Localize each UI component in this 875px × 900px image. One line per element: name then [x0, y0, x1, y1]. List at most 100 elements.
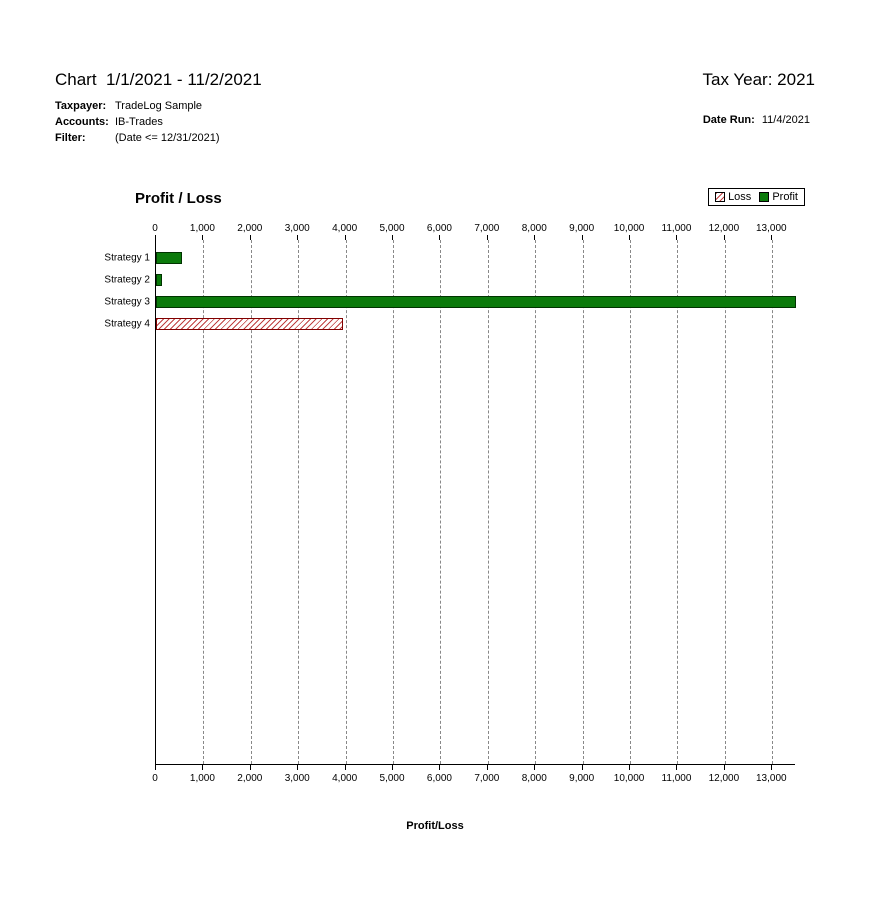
- tick-mark: [724, 235, 725, 240]
- header-left: Chart 1/1/2021 - 11/2/2021: [55, 70, 262, 90]
- meta-row-accounts: Accounts: IB-Trades: [55, 114, 220, 130]
- date-run-label: Date Run:: [703, 114, 755, 126]
- xtick-label-bottom: 1,000: [190, 773, 215, 784]
- tick-mark: [155, 235, 156, 240]
- gridline: [725, 240, 726, 764]
- meta-row-filter: Filter: (Date <= 12/31/2021): [55, 130, 220, 146]
- tick-mark: [202, 765, 203, 770]
- legend-label-profit: Profit: [772, 191, 798, 203]
- tick-mark: [392, 235, 393, 240]
- bar-profit: [156, 296, 796, 308]
- ytick-label: Strategy 2: [55, 275, 150, 286]
- accounts-value: IB-Trades: [115, 114, 163, 130]
- tick-mark: [439, 235, 440, 240]
- xtick-label-top: 5,000: [380, 223, 405, 234]
- gridline: [677, 240, 678, 764]
- xtick-label-bottom: 8,000: [522, 773, 547, 784]
- legend-item-profit: Profit: [759, 191, 798, 203]
- header-right: Tax Year: 2021: [702, 70, 815, 90]
- tax-year-value: 2021: [777, 70, 815, 89]
- tick-mark: [202, 235, 203, 240]
- tick-mark: [629, 235, 630, 240]
- tick-mark: [676, 235, 677, 240]
- meta-row-taxpayer: Taxpayer: TradeLog Sample: [55, 98, 220, 114]
- gridline: [393, 240, 394, 764]
- meta-block: Taxpayer: TradeLog Sample Accounts: IB-T…: [55, 98, 220, 146]
- xtick-label-top: 0: [152, 223, 158, 234]
- tick-mark: [724, 765, 725, 770]
- gridline: [630, 240, 631, 764]
- gridline: [772, 240, 773, 764]
- xtick-label-top: 10,000: [614, 223, 645, 234]
- bar-profit: [156, 274, 162, 286]
- x-axis-label: Profit/Loss: [55, 820, 815, 832]
- gridline: [535, 240, 536, 764]
- tick-mark: [771, 765, 772, 770]
- tick-mark: [582, 765, 583, 770]
- xtick-label-top: 11,000: [662, 223, 692, 234]
- xtick-label-bottom: 10,000: [614, 773, 645, 784]
- xtick-label-top: 6,000: [427, 223, 452, 234]
- xtick-label-bottom: 7,000: [474, 773, 499, 784]
- chart-legend: Loss Profit: [708, 188, 805, 206]
- xtick-label-top: 9,000: [569, 223, 594, 234]
- xtick-label-bottom: 12,000: [709, 773, 740, 784]
- plot: 001,0001,0002,0002,0003,0003,0004,0004,0…: [55, 215, 815, 785]
- date-run: Date Run: 11/4/2021: [703, 114, 810, 126]
- xtick-label-top: 13,000: [756, 223, 787, 234]
- legend-item-loss: Loss: [715, 191, 751, 203]
- bar-loss: [156, 318, 343, 330]
- date-run-value: 11/4/2021: [762, 114, 810, 126]
- tick-mark: [629, 765, 630, 770]
- gridline: [488, 240, 489, 764]
- xtick-label-bottom: 11,000: [662, 773, 692, 784]
- xtick-label-top: 8,000: [522, 223, 547, 234]
- ytick-label: Strategy 1: [55, 253, 150, 264]
- report-page: Chart 1/1/2021 - 11/2/2021 Tax Year: 202…: [0, 0, 875, 900]
- header-chart-prefix: Chart: [55, 70, 97, 89]
- tick-mark: [487, 235, 488, 240]
- tick-mark: [392, 765, 393, 770]
- tick-mark: [582, 235, 583, 240]
- legend-swatch-loss: [715, 192, 725, 202]
- tax-year-label: Tax Year:: [702, 70, 772, 89]
- tick-mark: [345, 235, 346, 240]
- tick-mark: [297, 235, 298, 240]
- tick-mark: [250, 765, 251, 770]
- tick-mark: [439, 765, 440, 770]
- taxpayer-label: Taxpayer:: [55, 98, 115, 114]
- gridline: [346, 240, 347, 764]
- xtick-label-top: 4,000: [332, 223, 357, 234]
- header-date-range: 1/1/2021 - 11/2/2021: [106, 70, 262, 89]
- tick-mark: [534, 235, 535, 240]
- xtick-label-top: 2,000: [237, 223, 262, 234]
- xtick-label-top: 3,000: [285, 223, 310, 234]
- ytick-label: Strategy 3: [55, 297, 150, 308]
- taxpayer-value: TradeLog Sample: [115, 98, 202, 114]
- xtick-label-top: 1,000: [190, 223, 215, 234]
- xtick-label-top: 12,000: [709, 223, 740, 234]
- xtick-label-bottom: 6,000: [427, 773, 452, 784]
- gridline: [440, 240, 441, 764]
- chart-title: Profit / Loss: [135, 190, 222, 207]
- bar-profit: [156, 252, 182, 264]
- xtick-label-bottom: 2,000: [237, 773, 262, 784]
- ytick-label: Strategy 4: [55, 319, 150, 330]
- xtick-label-bottom: 4,000: [332, 773, 357, 784]
- gridline: [583, 240, 584, 764]
- legend-label-loss: Loss: [728, 191, 751, 203]
- xtick-label-bottom: 5,000: [380, 773, 405, 784]
- accounts-label: Accounts:: [55, 114, 115, 130]
- xtick-label-top: 7,000: [474, 223, 499, 234]
- tick-mark: [250, 235, 251, 240]
- header-row: Chart 1/1/2021 - 11/2/2021 Tax Year: 202…: [55, 70, 815, 90]
- plot-wrap: 001,0001,0002,0002,0003,0003,0004,0004,0…: [55, 215, 815, 785]
- tick-mark: [534, 765, 535, 770]
- legend-swatch-profit: [759, 192, 769, 202]
- tick-mark: [155, 765, 156, 770]
- xtick-label-bottom: 9,000: [569, 773, 594, 784]
- tick-mark: [487, 765, 488, 770]
- filter-label: Filter:: [55, 130, 115, 146]
- filter-value: (Date <= 12/31/2021): [115, 130, 220, 146]
- xtick-label-bottom: 3,000: [285, 773, 310, 784]
